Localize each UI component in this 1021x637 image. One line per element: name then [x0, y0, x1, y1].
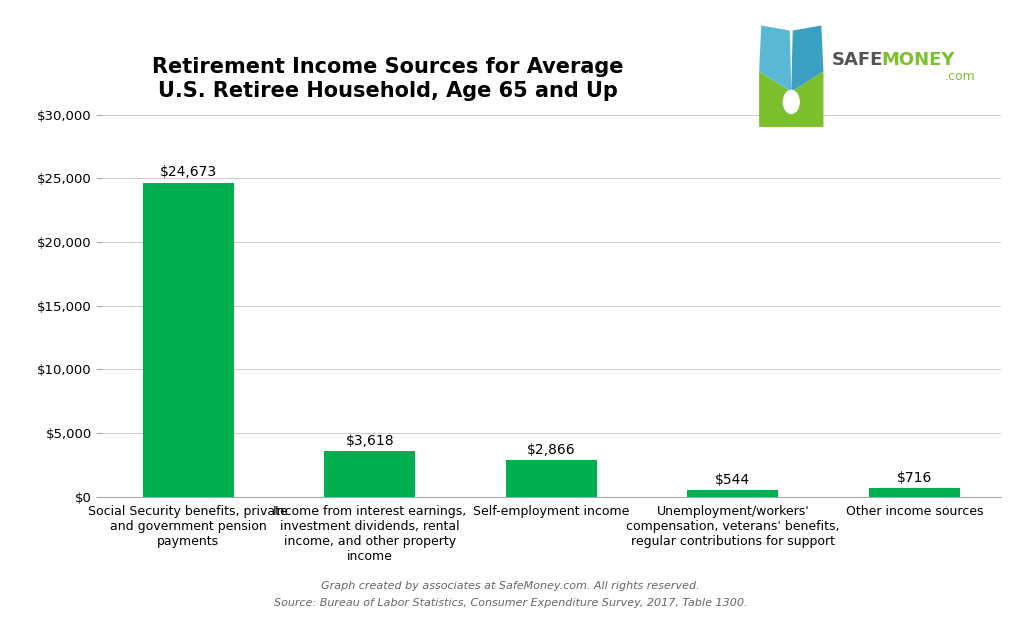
Circle shape: [783, 90, 799, 114]
Text: $24,673: $24,673: [159, 166, 216, 180]
Bar: [143, 183, 234, 497]
Text: Graph created by associates at SafeMoney.com. All rights reserved.: Graph created by associates at SafeMoney…: [322, 581, 699, 591]
Bar: [325, 451, 416, 497]
Text: Source: Bureau of Labor Statistics, Consumer Expenditure Survey, 2017, Table 130: Source: Bureau of Labor Statistics, Cons…: [274, 598, 747, 608]
Polygon shape: [759, 71, 823, 127]
Text: $716: $716: [896, 471, 932, 485]
Bar: [869, 488, 960, 497]
Polygon shape: [759, 25, 791, 92]
Text: .com: .com: [944, 70, 975, 83]
Text: $544: $544: [716, 473, 750, 487]
Bar: [506, 461, 596, 497]
Bar: [687, 490, 778, 497]
Text: SAFE: SAFE: [832, 51, 883, 69]
Polygon shape: [791, 25, 823, 92]
Text: $3,618: $3,618: [345, 434, 394, 448]
Text: Retirement Income Sources for Average
U.S. Retiree Household, Age 65 and Up: Retirement Income Sources for Average U.…: [152, 57, 624, 101]
Text: MONEY: MONEY: [881, 51, 955, 69]
Text: $2,866: $2,866: [527, 443, 576, 457]
